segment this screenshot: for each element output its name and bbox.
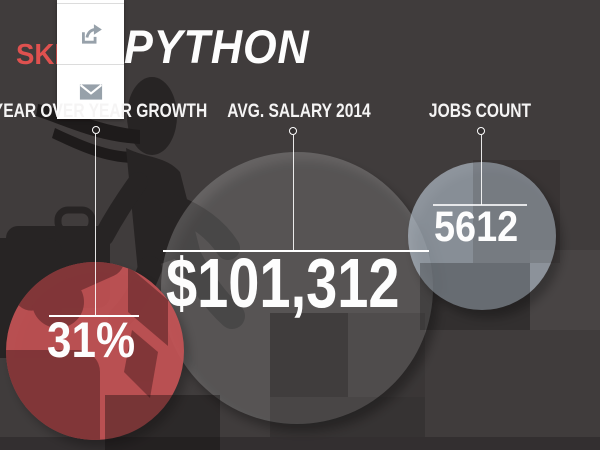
page-title: PYTHON	[124, 20, 310, 73]
jobs-bubble	[408, 162, 556, 310]
jobs-underline-rule	[433, 204, 527, 206]
salary-bubble	[161, 152, 433, 424]
share-icon	[77, 20, 105, 48]
share-button[interactable]	[57, 4, 124, 64]
growth-underline-rule	[49, 315, 139, 317]
salary-connector-line	[293, 135, 294, 251]
mosaic-squares	[105, 160, 600, 450]
growth-marker-dot	[92, 126, 100, 134]
growth-connector-line	[95, 134, 96, 316]
jobs-connector-line	[481, 135, 482, 205]
envelope-icon	[77, 78, 105, 106]
salary-value: $101,312	[166, 244, 400, 322]
jobs-marker-dot	[477, 127, 485, 135]
salary-marker-dot	[289, 127, 297, 135]
jobs-label: JOBS COUNT	[428, 101, 532, 122]
bottom-strip	[0, 437, 600, 450]
growth-label: YEAR OVER YEAR GROWTH	[0, 101, 208, 122]
email-button[interactable]	[57, 64, 124, 118]
salary-bubble-shadow	[167, 160, 439, 432]
share-panel	[57, 0, 124, 119]
panel-divider	[57, 0, 124, 4]
salary-underline-rule	[163, 250, 429, 252]
salary-label: AVG. SALARY 2014	[227, 101, 371, 122]
jobs-value: 5612	[434, 203, 519, 251]
growth-value: 31%	[47, 312, 136, 368]
